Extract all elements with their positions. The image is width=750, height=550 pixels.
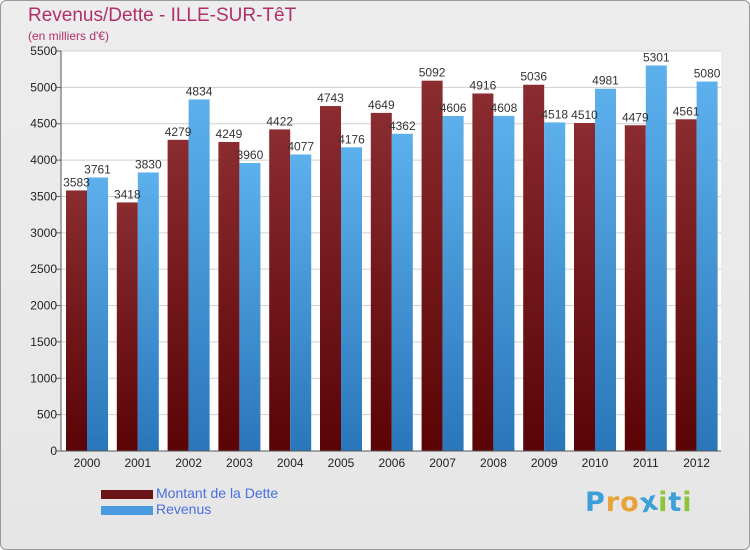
bar-dette: [116, 202, 138, 451]
y-tick-label: 2000: [30, 299, 57, 313]
bar-dette: [320, 106, 341, 452]
x-tick-label: 2008: [480, 456, 507, 470]
bar-dette: [675, 119, 697, 452]
x-tick-label: 2005: [328, 456, 355, 470]
x-tick-label: 2012: [683, 456, 710, 470]
bar-dette: [624, 125, 646, 451]
logo-letter: i: [658, 487, 669, 518]
data-label-dette: 5092: [419, 66, 446, 80]
bar-revenus: [290, 154, 312, 451]
x-tick-label: 2000: [74, 456, 101, 470]
x-tick-label: 2007: [429, 456, 456, 470]
bar-revenus: [645, 65, 667, 452]
data-label-revenus: 4608: [491, 101, 518, 115]
data-label-dette: 3583: [63, 175, 90, 189]
bar-dette: [472, 93, 494, 452]
bar-revenus: [544, 122, 566, 451]
y-tick-label: 4000: [30, 153, 57, 167]
bar-dette: [574, 123, 595, 451]
x-tick-label: 2009: [531, 456, 558, 470]
logo-letter: r: [605, 487, 621, 518]
bar-dette: [523, 84, 545, 451]
data-label-revenus: 5301: [643, 50, 670, 64]
data-label-dette: 4422: [266, 114, 293, 128]
data-label-revenus: 4176: [338, 132, 365, 146]
x-tick-label: 2001: [124, 456, 151, 470]
data-label-dette: 4279: [165, 125, 192, 139]
y-tick-label: 0: [50, 444, 57, 458]
data-label-revenus: 3960: [237, 148, 264, 162]
data-label-dette: 4510: [571, 108, 598, 122]
y-tick-label: 4500: [30, 117, 57, 131]
data-label-dette: 5036: [520, 70, 547, 84]
bar-revenus: [442, 116, 464, 451]
data-label-dette: 4649: [368, 98, 395, 112]
chart-subtitle: (en milliers d'€): [28, 29, 109, 43]
bar-revenus: [595, 88, 616, 451]
y-tick-label: 1500: [30, 335, 57, 349]
x-tick-label: 2010: [582, 456, 609, 470]
bar-dette: [66, 190, 87, 451]
data-label-dette: 4479: [622, 110, 649, 124]
legend-swatch-revenus: [101, 506, 153, 515]
y-tick-label: 5500: [30, 44, 57, 58]
axes: 0 500 1000 1500 2000 2500 3000 3500 4000 4500 5000…: [30, 44, 721, 470]
data-label-revenus: 4077: [287, 139, 314, 153]
bars: [66, 65, 718, 452]
logo-letter: i: [682, 487, 693, 518]
bar-revenus: [188, 99, 210, 451]
logo-letter: t: [668, 487, 683, 518]
data-label-dette: 3418: [114, 187, 141, 201]
bar-dette: [218, 141, 240, 451]
bar-revenus: [391, 133, 413, 451]
bar-dette: [370, 112, 392, 452]
bar-revenus: [87, 177, 108, 452]
data-label-dette: 4916: [470, 78, 497, 92]
data-label-revenus: 4834: [186, 84, 213, 98]
x-tick-label: 2002: [175, 456, 202, 470]
y-tick-label: 3500: [30, 189, 57, 203]
data-label-dette: 4743: [317, 91, 344, 105]
y-tick-label: 5000: [30, 80, 57, 94]
chart-title: Revenus/Dette - ILLE-SUR-TêT: [28, 5, 297, 26]
legend-swatch-debt: [101, 490, 153, 499]
x-tick-label: 2004: [277, 456, 304, 470]
logo-letter: o: [620, 487, 640, 518]
data-label-dette: 4249: [216, 127, 243, 141]
bar-revenus: [696, 81, 718, 451]
legend-label-revenus: Revenus: [156, 501, 212, 517]
data-label-revenus: 4606: [440, 101, 467, 115]
x-tick-label: 2011: [633, 456, 659, 470]
x-tick-label: 2003: [226, 456, 253, 470]
bar-dette: [167, 139, 189, 452]
data-label-revenus: 5080: [694, 67, 721, 81]
data-label-revenus: 4981: [592, 74, 619, 88]
data-label-revenus: 4518: [541, 107, 568, 121]
bar-revenus: [493, 115, 515, 451]
bar-revenus: [137, 172, 159, 452]
legend-label-debt: Montant de la Dette: [156, 485, 279, 501]
bar-revenus: [341, 147, 362, 452]
data-label-revenus: 3830: [135, 157, 162, 171]
y-tick-label: 2500: [30, 262, 57, 276]
logo-letter: P: [585, 487, 606, 518]
data-label-revenus: 4362: [389, 119, 416, 133]
x-tick-label: 2006: [378, 456, 405, 470]
data-label-dette: 4561: [673, 104, 700, 118]
data-label-revenus: 3761: [84, 162, 111, 176]
y-tick-label: 500: [37, 408, 57, 422]
bar-dette: [269, 129, 291, 451]
y-tick-label: 3000: [30, 226, 57, 240]
proxiti-logo: Proxiti: [585, 485, 693, 519]
bar-revenus: [239, 163, 261, 451]
bar-dette: [421, 80, 443, 451]
y-tick-label: 1000: [30, 371, 57, 385]
